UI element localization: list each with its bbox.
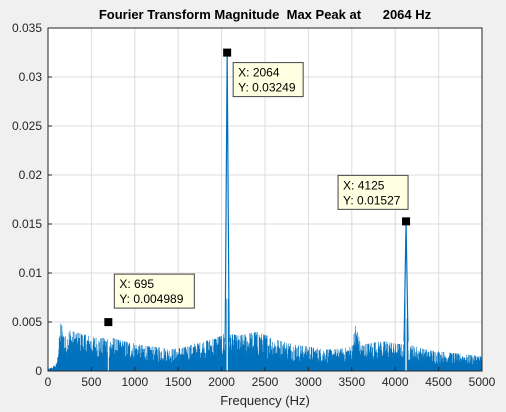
x-tick-label: 1000 [121, 375, 148, 389]
y-tick-label: 0.03 [19, 70, 43, 84]
data-tip-y-text: Y: 0.004989 [119, 292, 183, 306]
data-tip-box [337, 174, 409, 210]
data-tip-box [113, 273, 195, 309]
y-axis: 0 0.005 0.01 0.015 0.02 0.025 0.03 0.035 [12, 21, 52, 378]
y-tick-label: 0.005 [12, 315, 42, 329]
x-tick-label: 2000 [208, 375, 235, 389]
x-tick-label: 5000 [469, 375, 496, 389]
data-tip-x-text: X: 2064 [238, 66, 280, 80]
data-tip-marker [402, 217, 411, 226]
x-tick-label: 1500 [165, 375, 192, 389]
y-tick-label: 0.01 [19, 266, 43, 280]
y-tick-label: 0.025 [12, 119, 42, 133]
data-tip-x-text: X: 4125 [343, 178, 385, 192]
x-tick-label: 2500 [252, 375, 279, 389]
y-tick-label: 0.035 [12, 21, 42, 35]
y-tick-label: 0 [35, 364, 42, 378]
data-tip-marker [223, 48, 232, 57]
x-tick-label: 3000 [295, 375, 322, 389]
data-tip-box [232, 62, 304, 98]
x-tick-label: 4500 [425, 375, 452, 389]
chart-title: Fourier Transform Magnitude Max Peak at … [99, 7, 432, 22]
x-tick-label: 3500 [338, 375, 365, 389]
data-tip-marker [104, 318, 113, 327]
data-tip-y-text: Y: 0.03249 [238, 81, 296, 95]
x-tick-label: 0 [45, 375, 52, 389]
x-axis: 0 500 1000 1500 2000 2500 3000 3500 4000 4500 5000 [45, 367, 496, 389]
y-tick-label: 0.02 [19, 168, 43, 182]
y-tick-label: 0.015 [12, 217, 42, 231]
x-axis-label: Frequency (Hz) [220, 393, 310, 408]
x-tick-label: 4000 [382, 375, 409, 389]
data-tip-x-text: X: 695 [119, 277, 154, 291]
data-tip-y-text: Y: 0.01527 [343, 193, 401, 207]
x-tick-label: 500 [81, 375, 101, 389]
